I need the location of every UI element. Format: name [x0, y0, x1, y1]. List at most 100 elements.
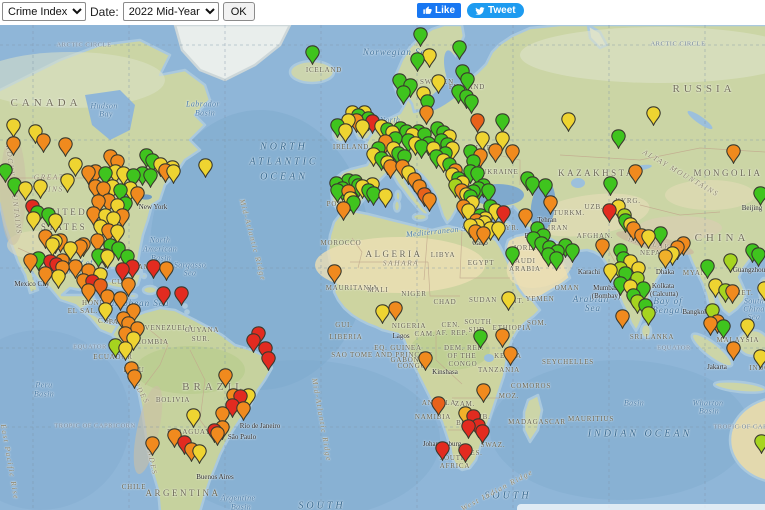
crime-index-pin[interactable]	[17, 181, 33, 202]
crime-index-pin[interactable]	[627, 164, 643, 185]
crime-index-pin[interactable]	[120, 277, 136, 298]
crime-index-pin[interactable]	[158, 261, 174, 282]
crime-index-pin[interactable]	[395, 85, 411, 106]
crime-index-pin[interactable]	[25, 211, 41, 232]
crime-index-pin[interactable]	[490, 221, 506, 242]
crime-index-pin[interactable]	[417, 351, 433, 372]
crime-index-pin[interactable]	[47, 213, 63, 234]
crime-index-pin[interactable]	[144, 436, 160, 457]
crime-index-pin[interactable]	[756, 281, 765, 302]
crime-index-pin[interactable]	[753, 434, 765, 455]
crime-index-pin[interactable]	[752, 186, 765, 207]
crime-index-pin[interactable]	[374, 304, 390, 325]
crime-index-pin[interactable]	[542, 195, 558, 216]
crime-index-pin[interactable]	[112, 291, 128, 312]
crime-index-pin[interactable]	[475, 383, 491, 404]
crime-index-pin[interactable]	[245, 333, 261, 354]
crime-index-pin[interactable]	[564, 243, 580, 264]
crime-index-pin[interactable]	[155, 286, 171, 307]
crime-index-pin[interactable]	[715, 319, 731, 340]
crime-index-pin[interactable]	[191, 444, 207, 465]
crime-index-pin[interactable]	[500, 291, 516, 312]
crime-index-pin[interactable]	[502, 346, 518, 367]
crime-index-pin[interactable]	[62, 241, 78, 262]
crime-index-pin[interactable]	[451, 40, 467, 61]
crime-index-pin[interactable]	[594, 238, 610, 259]
crime-index-pin[interactable]	[304, 45, 320, 66]
crime-index-pin[interactable]	[469, 113, 485, 134]
crime-index-pin[interactable]	[434, 441, 450, 462]
crime-index-pin[interactable]	[460, 419, 476, 440]
crime-index-pin[interactable]	[165, 164, 181, 185]
crime-index-pin[interactable]	[59, 173, 75, 194]
crime-index-pin[interactable]	[335, 201, 351, 222]
crime-index-pin[interactable]	[430, 74, 446, 95]
crime-index-pin[interactable]	[548, 251, 564, 272]
crime-index-pin[interactable]	[5, 136, 21, 157]
crime-index-pin[interactable]	[752, 349, 765, 370]
crime-index-pin[interactable]	[337, 123, 353, 144]
crime-index-pin[interactable]	[722, 253, 738, 274]
crime-index-pin[interactable]	[475, 226, 491, 247]
crime-index-pin[interactable]	[409, 52, 425, 73]
crime-index-pin[interactable]	[110, 241, 126, 262]
crime-index-pin[interactable]	[412, 27, 428, 48]
metric-select[interactable]: Crime Index	[2, 2, 86, 21]
crime-index-pin[interactable]	[457, 443, 473, 464]
crime-index-pin[interactable]	[750, 247, 765, 268]
crime-index-pin[interactable]	[209, 426, 225, 447]
date-select[interactable]: 2022 Mid-Year	[122, 2, 219, 21]
facebook-like-button[interactable]: Like	[417, 3, 462, 18]
crime-index-pin[interactable]	[142, 168, 158, 189]
crime-index-pin[interactable]	[418, 105, 434, 126]
crime-index-pin[interactable]	[387, 301, 403, 322]
crime-index-pin[interactable]	[125, 331, 141, 352]
crime-index-pin[interactable]	[463, 94, 479, 115]
crime-index-pin[interactable]	[99, 249, 115, 270]
crime-index-pin[interactable]	[725, 144, 741, 165]
crime-index-pin[interactable]	[80, 165, 96, 186]
crime-index-pin[interactable]	[640, 229, 656, 250]
crime-index-pin[interactable]	[260, 351, 276, 372]
crime-index-pin[interactable]	[97, 302, 113, 323]
crime-index-pin[interactable]	[50, 269, 66, 290]
tweet-button[interactable]: Tweet	[467, 3, 524, 18]
crime-index-pin[interactable]	[504, 246, 520, 267]
crime-index-pin[interactable]	[354, 119, 370, 140]
crime-index-pin[interactable]	[22, 253, 38, 274]
crime-index-pin[interactable]	[504, 144, 520, 165]
crime-index-pin[interactable]	[640, 306, 656, 327]
crime-index-pin[interactable]	[421, 192, 437, 213]
ok-button[interactable]: OK	[222, 2, 255, 21]
crime-index-pin[interactable]	[724, 284, 740, 305]
crime-index-pin[interactable]	[602, 176, 618, 197]
crime-index-pin[interactable]	[0, 163, 13, 184]
crime-index-pin[interactable]	[117, 341, 133, 362]
crime-index-pin[interactable]	[32, 179, 48, 200]
crime-index-pin[interactable]	[377, 188, 393, 209]
crime-index-pin[interactable]	[197, 158, 213, 179]
crime-index-pin[interactable]	[602, 263, 618, 284]
crime-index-pin[interactable]	[472, 329, 488, 350]
crime-index-pin[interactable]	[35, 133, 51, 154]
crime-index-pin[interactable]	[739, 318, 755, 339]
crime-index-pin[interactable]	[494, 328, 510, 349]
crime-index-pin[interactable]	[517, 208, 533, 229]
crime-index-pin[interactable]	[217, 368, 233, 389]
crime-index-pin[interactable]	[67, 157, 83, 178]
crime-index-pin[interactable]	[129, 186, 145, 207]
crime-index-pin[interactable]	[725, 341, 741, 362]
crime-index-pin[interactable]	[487, 143, 503, 164]
crime-index-pin[interactable]	[235, 401, 251, 422]
crime-index-pin[interactable]	[560, 112, 576, 133]
crime-index-pin[interactable]	[430, 396, 446, 417]
crime-index-pin[interactable]	[126, 369, 142, 390]
crime-index-pin[interactable]	[27, 124, 43, 145]
crime-index-pin[interactable]	[614, 309, 630, 330]
crime-index-pin[interactable]	[645, 106, 661, 127]
crime-index-pin[interactable]	[657, 249, 673, 270]
crime-index-pin[interactable]	[494, 113, 510, 134]
crime-index-pin[interactable]	[166, 428, 182, 449]
crime-index-pin[interactable]	[601, 203, 617, 224]
